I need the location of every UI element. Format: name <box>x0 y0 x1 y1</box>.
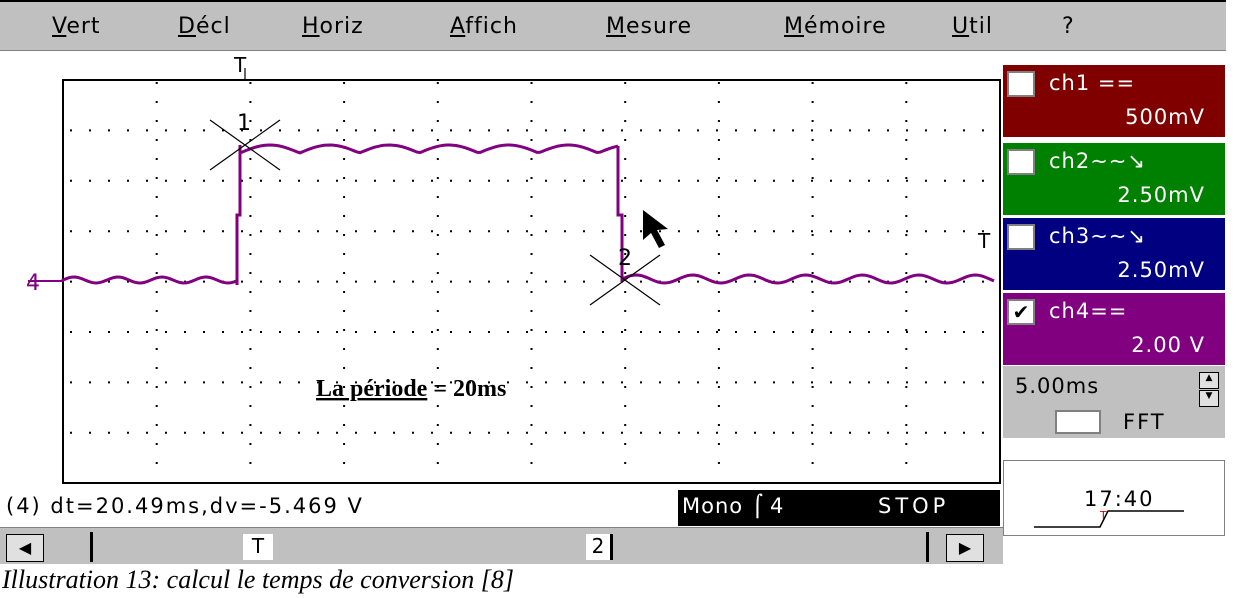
channel-scale: 2.50mV <box>1117 258 1205 282</box>
channel-scale: 2.00 V <box>1131 333 1205 357</box>
measure: (4) dt=20.49ms,dv=-5.469 V <box>6 494 364 518</box>
spin-up[interactable]: ▲ <box>1199 372 1219 389</box>
svg-text:T: T <box>1099 509 1107 522</box>
channel-scale: 500mV <box>1125 105 1205 129</box>
channel-panel: ✔ ch4== 2.00 V <box>1003 293 1225 365</box>
scroll-trigger: T <box>243 534 273 560</box>
caption: Illustration 13: calcul le temps de conv… <box>2 565 514 594</box>
channel-name: ch4== <box>1049 299 1128 323</box>
clock: 17:40 <box>1084 487 1155 511</box>
cursors <box>28 68 661 306</box>
cursor-label: 2 <box>618 246 632 271</box>
cursor-label: 1 <box>237 111 251 136</box>
channel-checkbox[interactable] <box>1007 224 1035 250</box>
fft-label: FFT <box>1123 410 1166 434</box>
waveform <box>61 143 995 285</box>
menu-item[interactable]: Horiz <box>302 14 364 39</box>
fft-checkbox[interactable] <box>1055 410 1101 434</box>
channel-checkbox[interactable]: ✔ <box>1007 299 1035 325</box>
scroll-edge <box>926 532 929 562</box>
channel-panel: ch2∼∼↘ 2.50mV <box>1003 143 1225 215</box>
trigger-channel: 4 <box>770 494 784 518</box>
state: STOP <box>878 494 950 518</box>
channel-panel: ch1 == 500mV <box>1003 65 1225 137</box>
channel-checkbox[interactable] <box>1007 149 1035 175</box>
status-bar: (4) dt=20.49ms,dv=-5.469 V Mono ⌠ 4 STOP <box>0 490 1003 526</box>
channel-name: ch1 == <box>1049 71 1136 95</box>
channel-marker: 4 <box>26 271 40 296</box>
timebase-panel: 5.00ms ▲ ▼ FFT <box>1003 366 1225 438</box>
scroll-edge <box>90 532 93 562</box>
annotation: La période = 20ms <box>316 376 506 402</box>
trigger-icon: T <box>1034 509 1184 528</box>
acquisition: Mono ⌠ 4 STOP <box>678 490 1000 526</box>
mode: Mono <box>682 494 744 518</box>
scroll-right[interactable]: ▶ <box>946 534 984 562</box>
channel-scale: 2.50mV <box>1117 183 1205 207</box>
timebase: 5.00ms <box>1015 374 1100 398</box>
mouse-pointer <box>643 210 668 248</box>
spin-down[interactable]: ▼ <box>1199 390 1219 407</box>
scrollbar[interactable]: ◀ T 2 ▶ <box>0 527 1003 564</box>
channel-panel: ch3∼∼↘ 2.50mV <box>1003 218 1225 290</box>
scope: T T 1 2 4 La période = 20ms <box>26 53 1001 484</box>
scroll-left[interactable]: ◀ <box>6 534 44 562</box>
menu-item[interactable]: Util <box>952 14 993 39</box>
menu-item[interactable]: Mesure <box>606 14 693 39</box>
trigger-marker: T <box>233 53 247 77</box>
channel-checkbox[interactable] <box>1007 71 1035 97</box>
menu-item[interactable]: Décl <box>178 14 231 39</box>
channel-name: ch2∼∼↘ <box>1049 149 1147 173</box>
menu-bar: Vert Décl Horiz Affich Mesure Mémoire Util? <box>0 0 1226 51</box>
menu-item[interactable]: Vert <box>52 14 101 39</box>
menu-item[interactable]: Affich <box>450 14 518 39</box>
clock-panel: 17:40 T <box>1003 460 1225 536</box>
scroll-cursor: 2 <box>586 534 613 560</box>
trigger-marker: T <box>977 229 991 253</box>
annotation-rest: = 20ms <box>433 376 506 402</box>
trigger-edge: ⌠ <box>752 494 763 518</box>
annotation-underlined: La période <box>316 376 428 402</box>
channel-name: ch3∼∼↘ <box>1049 224 1147 248</box>
menu-item[interactable]: Mémoire <box>784 14 887 39</box>
menu-item[interactable]: ? <box>1062 14 1075 39</box>
